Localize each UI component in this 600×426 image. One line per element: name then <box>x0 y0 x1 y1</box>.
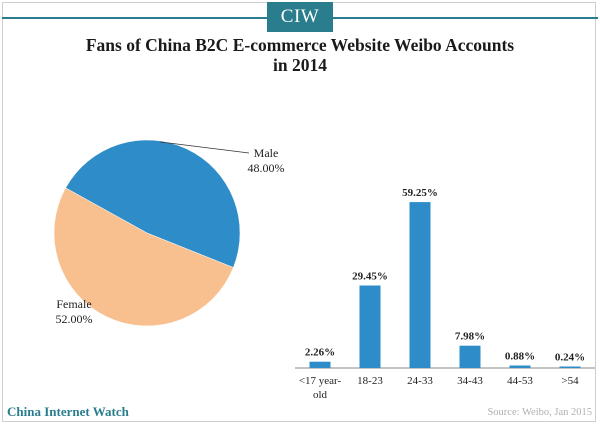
pie-label-female-name: Female <box>56 297 91 311</box>
bar-value-label: 2.26% <box>305 347 335 359</box>
bar-category-label: 34-43 <box>457 375 483 387</box>
chart-title-line2: in 2014 <box>273 55 327 75</box>
brand-logo: CIW <box>267 2 333 32</box>
bar-value-label: 0.88% <box>505 351 535 363</box>
bar-category-label: >54 <box>561 375 579 387</box>
bar-54 <box>559 366 581 368</box>
pie-label-male-value: 48.00% <box>248 161 285 175</box>
bar-category-label: 44-53 <box>507 375 533 387</box>
chart-title: Fans of China B2C E-commerce Website Wei… <box>85 35 515 55</box>
footer-brand: China Internet Watch <box>7 404 129 419</box>
bar-34-43 <box>459 345 481 368</box>
bar-category-label: 18-23 <box>357 375 383 387</box>
pie-label-male-name: Male <box>254 146 279 160</box>
bar-category-label: 24-33 <box>407 375 433 387</box>
pie-slice-male <box>65 139 241 268</box>
bar-18-23 <box>359 285 381 368</box>
pie-slice-female <box>53 187 234 327</box>
bar-category-label: old <box>313 389 328 401</box>
pie-label-female-value: 52.00% <box>56 312 93 326</box>
bar-value-label: 59.25% <box>402 187 438 199</box>
bar-value-label: 29.45% <box>352 271 388 283</box>
bar-44-53 <box>509 365 531 368</box>
pie-leader-male <box>159 141 250 154</box>
bar-17-year-old <box>309 361 331 368</box>
bar-category-label: <17 year- <box>299 375 342 387</box>
bar-value-label: 0.24% <box>555 352 585 364</box>
source-note: Source: Weibo, Jan 2015 <box>487 407 592 418</box>
bar-24-33 <box>409 202 431 368</box>
bar-value-label: 7.98% <box>455 331 485 343</box>
